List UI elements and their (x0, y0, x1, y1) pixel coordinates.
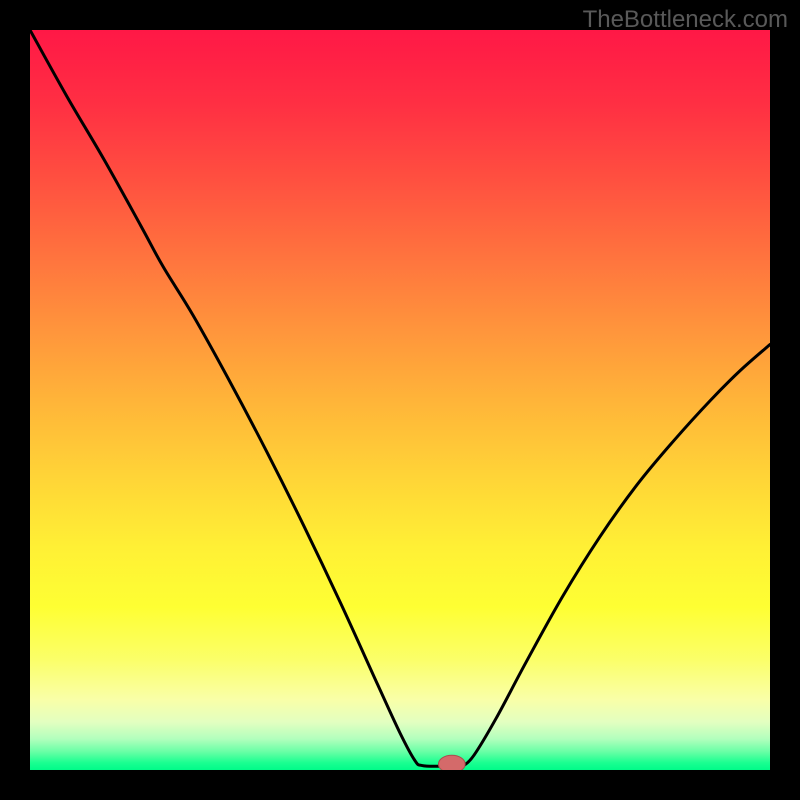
bottleneck-curve (30, 30, 770, 770)
minimum-marker (438, 755, 465, 770)
plot-area (30, 30, 770, 770)
chart-frame: TheBottleneck.com (0, 0, 800, 800)
